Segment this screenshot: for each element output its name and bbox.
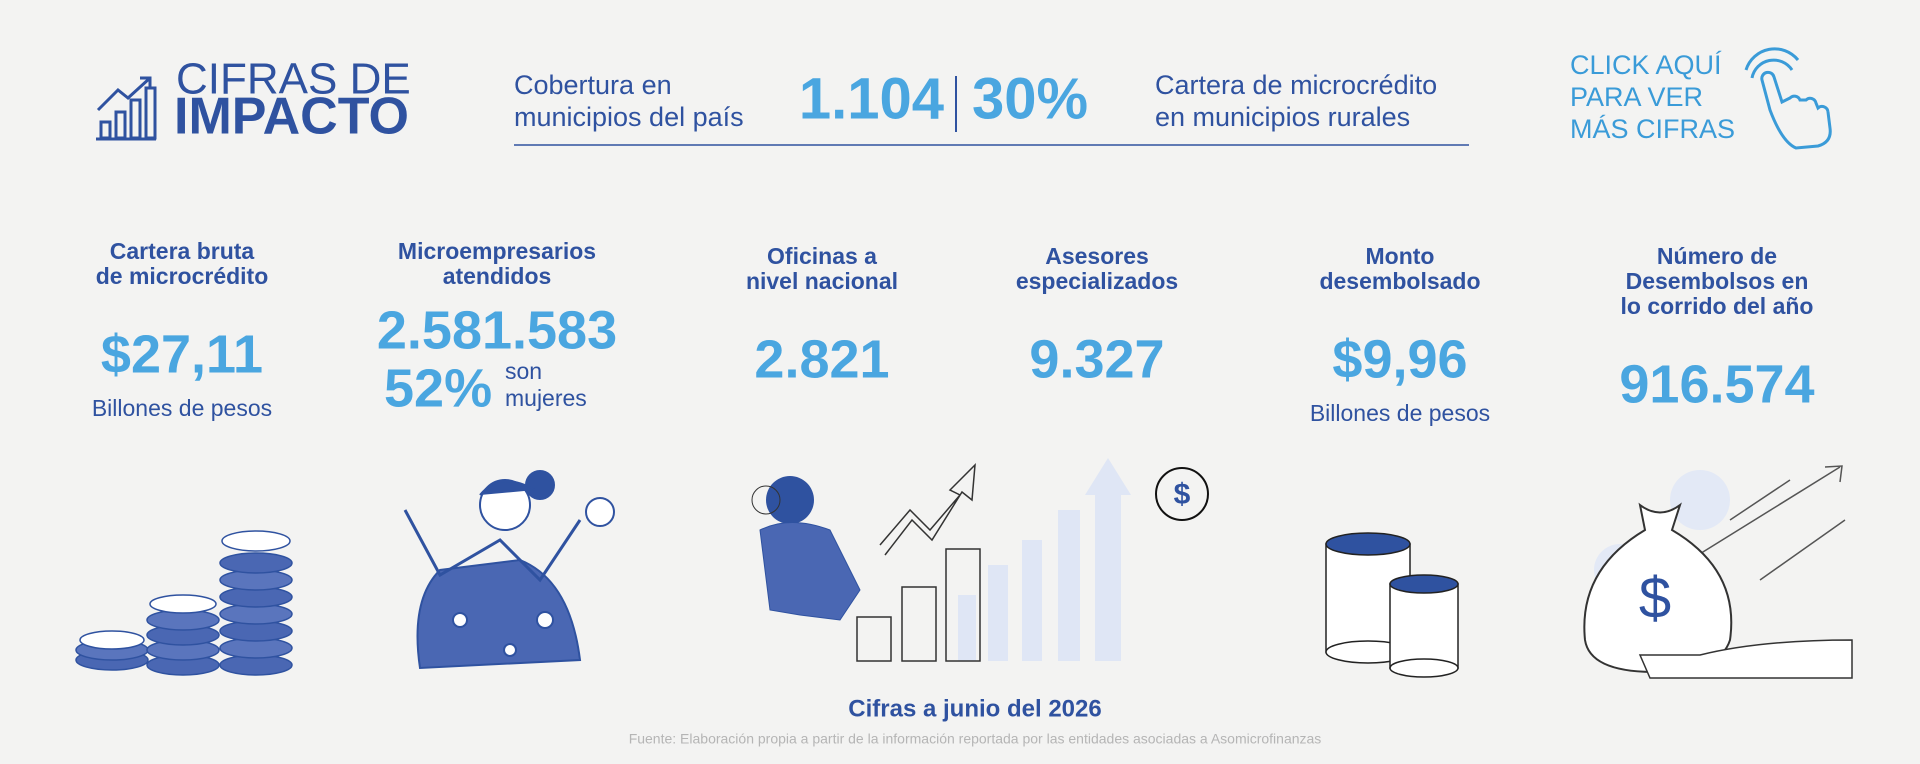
stat-title: Desembolsos en (1626, 268, 1809, 294)
money-bag-illustration: $ (1583, 465, 1853, 679)
cta-line[interactable]: PARA VER (1570, 82, 1703, 112)
title-line: IMPACTO (174, 88, 409, 146)
stat-title: Oficinas a (767, 243, 877, 269)
highlight-label: municipios del país (514, 102, 744, 132)
stat-title: Asesores (1045, 243, 1149, 269)
stat-title: de microcrédito (96, 263, 269, 289)
dollar-icon: $ (1174, 478, 1191, 511)
title-line: CIFRAS DE (176, 55, 411, 104)
stat-value: $27,11 (101, 324, 263, 384)
growth-chart-illustration: $ (751, 458, 1209, 662)
stat-title: atendidos (443, 263, 552, 289)
highlight-label: en municipios rurales (1155, 102, 1410, 132)
cta-line[interactable]: MÁS CIFRAS (1570, 114, 1735, 144)
highlight-value: 30% (972, 66, 1088, 131)
stat-title: Monto (1366, 243, 1435, 269)
stat-title: Microempresarios (398, 238, 596, 264)
hand-icon (1744, 47, 1832, 150)
stat-value: 916.574 (1619, 354, 1814, 414)
stat-value: $9,96 (1332, 329, 1467, 389)
stat-title: desembolsado (1319, 268, 1480, 294)
highlight-label: Cobertura en (514, 70, 672, 100)
stat-title: nivel nacional (746, 268, 898, 294)
stat-share: 52% (384, 358, 492, 418)
stat-share-label: son (505, 358, 542, 384)
coin-stacks (75, 530, 293, 676)
stat-title: Número de (1657, 243, 1777, 269)
highlight-label: Cartera de microcrédito (1155, 70, 1437, 100)
dollar-icon: $ (1639, 565, 1671, 630)
coin-columns (1325, 532, 1459, 678)
stat-title: Cartera bruta (110, 238, 255, 264)
stat-unit: Billones de pesos (1310, 400, 1490, 426)
stat-unit: Billones de pesos (92, 395, 272, 421)
stat-title: lo corrido del año (1621, 293, 1814, 319)
woman-illustration (403, 470, 615, 670)
growth-icon (96, 76, 157, 141)
highlight-value: 1.104 (799, 66, 944, 131)
cta-button[interactable]: CLICK AQUÍ PARA VER MÁS CIFRAS (1570, 47, 1832, 150)
stat-share-label: mujeres (505, 385, 587, 411)
stat-value: 9.327 (1029, 329, 1164, 389)
cta-line[interactable]: CLICK AQUÍ (1570, 50, 1722, 80)
footer-source: Fuente: Elaboración propia a partir de l… (629, 731, 1322, 747)
stat-value: 2.581.583 (377, 300, 617, 360)
stat-value: 2.821 (754, 329, 889, 389)
stat-title: especializados (1016, 268, 1178, 294)
footer-date: Cifras a junio del 2026 (848, 695, 1101, 722)
